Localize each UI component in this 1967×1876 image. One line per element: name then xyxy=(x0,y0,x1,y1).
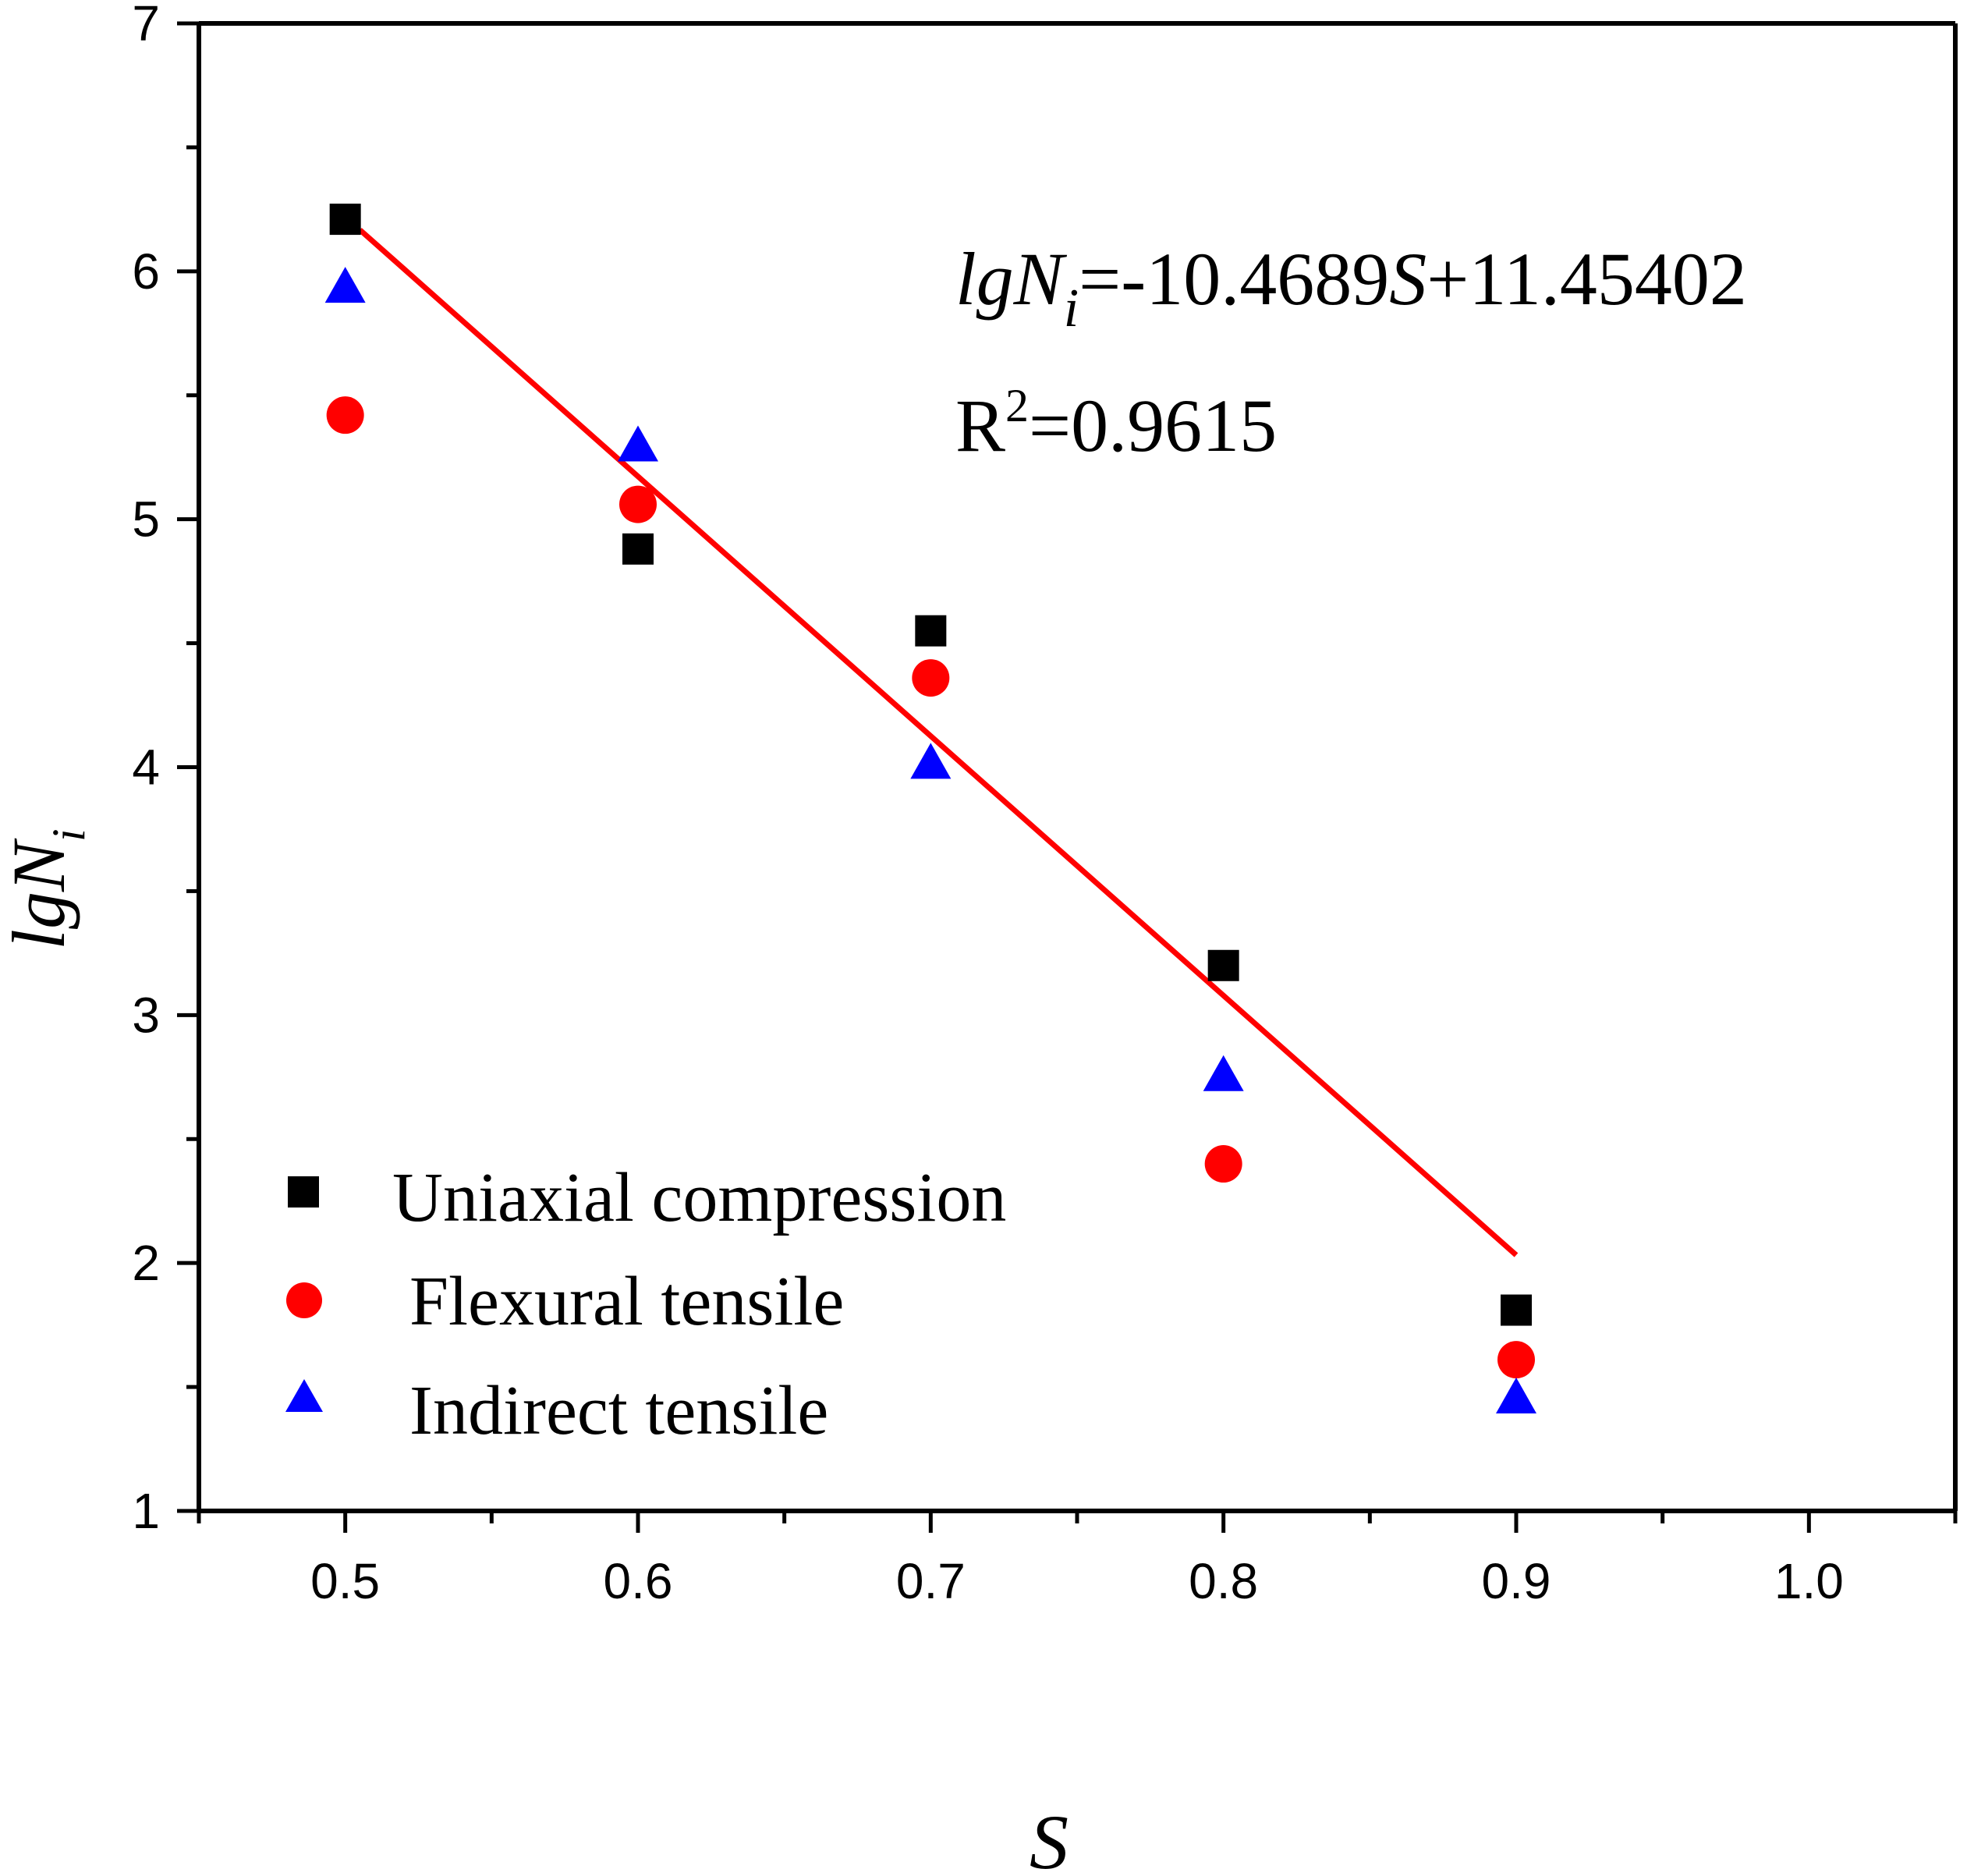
point-triangle-1 xyxy=(324,267,366,303)
point-triangle-5 xyxy=(1496,1377,1536,1413)
point-square-4 xyxy=(1207,949,1239,981)
point-triangle-4 xyxy=(1203,1055,1244,1091)
x-tick-label: 0.6 xyxy=(604,1553,673,1609)
legend: Uniaxial compression Flexural tensile In… xyxy=(285,1159,1006,1449)
x-tick-label: 0.5 xyxy=(310,1553,380,1609)
equation-var: S xyxy=(1389,237,1427,321)
fit-line xyxy=(358,228,1519,1257)
legend-marker-uniaxial xyxy=(288,1176,319,1208)
y-tick-label: 1 xyxy=(132,1483,160,1539)
y-axis-title: lgNi xyxy=(0,828,94,949)
x-tick-label: 0.8 xyxy=(1189,1553,1258,1609)
point-circle-5 xyxy=(1497,1341,1535,1379)
legend-marker-flexural xyxy=(286,1282,322,1318)
x-axis-title: S xyxy=(1030,1799,1069,1876)
y-tick-label: 5 xyxy=(132,491,160,548)
x-ticks: 0.5 0.6 0.7 0.8 0.9 1.0 xyxy=(197,1511,1958,1609)
point-triangle-2 xyxy=(618,425,658,462)
x-tick-label: 0.9 xyxy=(1482,1553,1551,1609)
x-tick-label: 1.0 xyxy=(1774,1553,1844,1609)
y-tick-label: 2 xyxy=(132,1235,160,1291)
y-tick-label: 3 xyxy=(132,987,160,1043)
y-tick-label: 7 xyxy=(132,0,160,51)
point-triangle-3 xyxy=(910,743,952,779)
r2-prefix: R xyxy=(955,384,1005,467)
y-tick-label: 4 xyxy=(132,739,160,796)
legend-label-uniaxial: Uniaxial compression xyxy=(392,1159,1006,1236)
equation-suffix: +11.45402 xyxy=(1427,237,1747,321)
r2-sup: 2 xyxy=(1005,380,1029,431)
point-circle-4 xyxy=(1204,1145,1242,1183)
point-square-2 xyxy=(622,533,654,565)
equation-annotation: lgNi=-10.4689S+11.45402 xyxy=(955,237,1747,339)
point-square-1 xyxy=(329,204,361,236)
point-square-3 xyxy=(915,615,947,647)
x-tick-label: 0.7 xyxy=(896,1553,966,1609)
legend-label-flexural: Flexural tensile xyxy=(409,1263,844,1340)
legend-label-indirect: Indirect tensile xyxy=(409,1372,828,1449)
y-tick-label: 6 xyxy=(132,243,160,300)
r2-annotation: R2=0.9615 xyxy=(955,380,1277,467)
equation-mid: =-10.4689 xyxy=(1079,237,1389,321)
y-ticks: 1 2 3 4 5 6 7 xyxy=(132,0,199,1539)
data-markers xyxy=(324,204,1536,1413)
equation-prefix: lgN xyxy=(955,237,1068,321)
point-circle-1 xyxy=(326,396,364,434)
legend-marker-indirect xyxy=(285,1379,323,1412)
y-axis-title-base: lgN xyxy=(0,838,80,950)
point-square-5 xyxy=(1501,1294,1532,1326)
y-axis-title-sub: i xyxy=(43,828,94,842)
equation-sub: i xyxy=(1064,278,1079,339)
point-circle-2 xyxy=(619,485,657,523)
r2-value: =0.9615 xyxy=(1029,384,1277,467)
point-circle-3 xyxy=(912,659,950,697)
